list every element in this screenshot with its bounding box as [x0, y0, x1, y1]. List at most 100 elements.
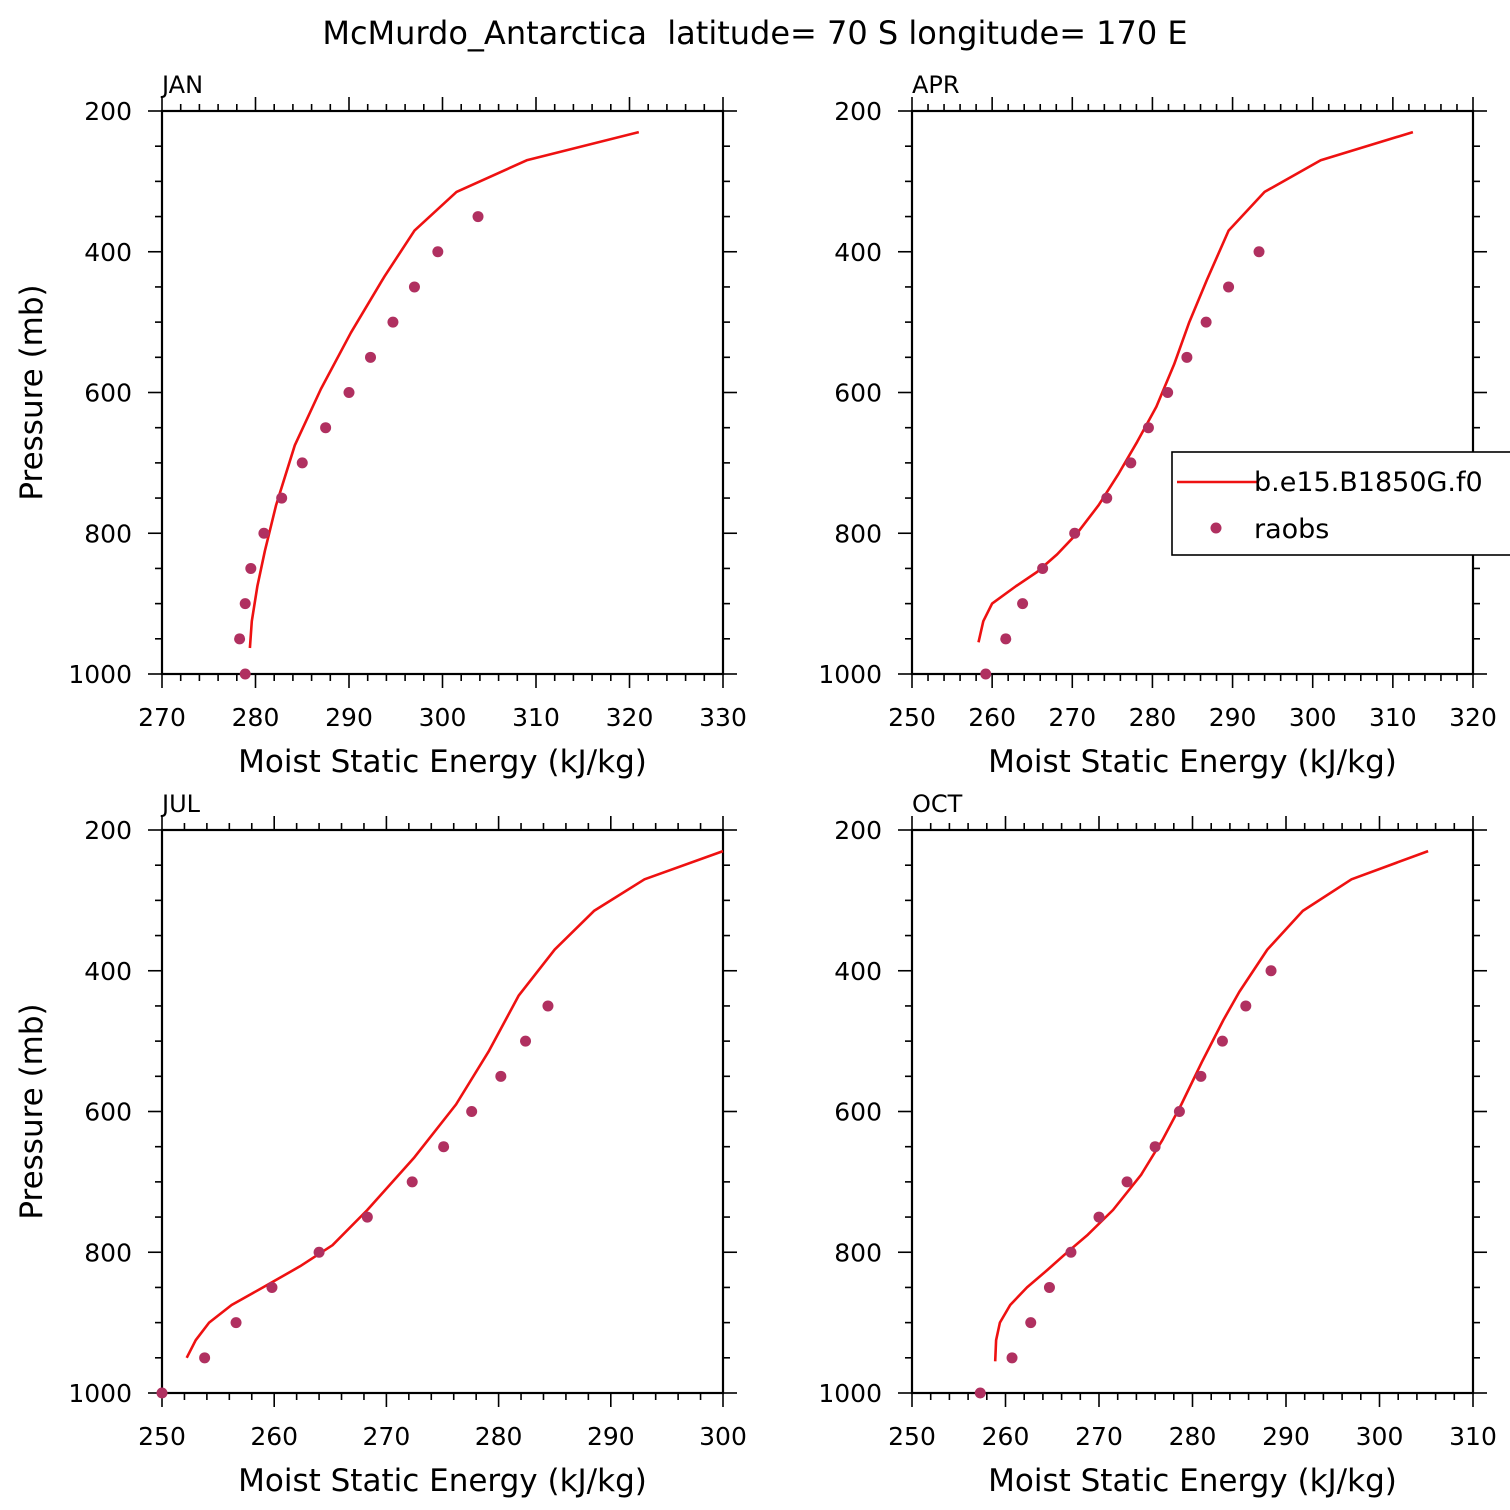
raobs-point	[1200, 316, 1212, 328]
legend-label-model: b.e15.B1850G.f0	[1254, 467, 1483, 498]
raobs-point	[361, 1211, 373, 1223]
x-axis-title: Moist Static Energy (kJ/kg)	[238, 1463, 647, 1499]
raobs-point	[1253, 246, 1265, 258]
raobs-point	[1025, 1317, 1037, 1329]
x-tick-label: 300	[419, 703, 467, 732]
raobs-point	[520, 1035, 532, 1047]
x-tick-label: 290	[1209, 703, 1257, 732]
y-tick-label: 200	[84, 97, 132, 126]
raobs-point	[1017, 598, 1029, 610]
y-tick-label: 200	[834, 816, 882, 845]
raobs-point	[156, 1387, 168, 1399]
x-tick-label: 270	[363, 1422, 411, 1451]
x-tick-label: 280	[1169, 1422, 1217, 1451]
plot-frame	[160, 828, 725, 1395]
raobs-point	[296, 457, 308, 469]
raobs-point	[199, 1352, 211, 1364]
raobs-point	[432, 246, 444, 258]
raobs-point	[1149, 1141, 1161, 1153]
x-tick-label: 290	[1262, 1422, 1310, 1451]
x-tick-label: 330	[699, 703, 747, 732]
raobs-point	[239, 598, 251, 610]
panel-apr: APR 250 260 270 280 290 300 310 320 200 400 600 800 1…	[818, 71, 1496, 780]
x-tick-label: 280	[475, 1422, 523, 1451]
x-tick-label: 250	[138, 1422, 186, 1451]
y-tick-label: 200	[834, 97, 882, 126]
x-tick-label: 320	[1449, 703, 1497, 732]
x-tick-label: 250	[888, 703, 936, 732]
model-series-line	[248, 130, 640, 649]
y-tick-label: 1000	[818, 660, 882, 689]
raobs-point	[1043, 1281, 1055, 1293]
raobs-point	[343, 387, 355, 398]
panel-label: APR	[912, 71, 960, 99]
raobs-point	[266, 1281, 278, 1293]
x-tick-label: 300	[1356, 1422, 1404, 1451]
model-series-line	[185, 849, 724, 1359]
raobs-point	[406, 1176, 418, 1188]
y-tick-label: 400	[834, 957, 882, 986]
panel-label: OCT	[912, 790, 963, 818]
x-tick-label: 290	[325, 703, 373, 732]
raobs-point	[408, 281, 420, 293]
x-tick-label: 280	[232, 703, 280, 732]
raobs-point	[320, 422, 332, 434]
x-tick-label: 270	[1048, 703, 1096, 732]
legend: b.e15.B1850G.f0 raobs	[1171, 451, 1510, 556]
x-tick-label: 310	[1369, 703, 1417, 732]
plot-frame	[910, 828, 1475, 1395]
y-tick-label: 800	[834, 1238, 882, 1267]
y-axis-title: Pressure (mb)	[14, 284, 50, 500]
x-tick-label: 320	[606, 703, 654, 732]
x-axis-title: Moist Static Energy (kJ/kg)	[988, 1463, 1397, 1499]
raobs-point	[1223, 281, 1235, 293]
x-tick-label: 250	[888, 1422, 936, 1451]
legend-label-raobs: raobs	[1254, 514, 1329, 545]
x-tick-label: 270	[138, 703, 186, 732]
panel-oct: OCT 250 260 270 280 290 300 310 200 400 600 800 1000…	[818, 790, 1496, 1499]
raobs-point	[1000, 633, 1012, 645]
y-tick-label: 800	[84, 519, 132, 548]
raobs-point	[239, 668, 251, 680]
raobs-point	[1181, 351, 1193, 363]
x-tick-label: 280	[1129, 703, 1177, 732]
legend-box	[1171, 451, 1510, 556]
raobs-point	[1216, 1035, 1228, 1047]
y-tick-label: 400	[84, 957, 132, 986]
raobs-point	[542, 1000, 554, 1012]
raobs-point	[1265, 965, 1277, 977]
raobs-point	[1037, 562, 1049, 574]
x-tick-label: 270	[1075, 1422, 1123, 1451]
raobs-point	[1125, 457, 1137, 469]
y-axis-title: Pressure (mb)	[14, 1003, 50, 1219]
panel-jul: JUL 250 260 270 280 290 300 200 400 600 800 1000 Moi…	[14, 790, 747, 1499]
raobs-point	[472, 211, 484, 223]
panel-label: JAN	[160, 71, 203, 99]
y-tick-label: 600	[834, 379, 882, 408]
panel-jan: JAN 270 280 290 300 310 320 330 200 400 600 800 1000…	[14, 71, 747, 780]
raobs-point	[1069, 527, 1081, 539]
legend-marker-swatch	[1210, 522, 1222, 534]
y-tick-label: 600	[84, 379, 132, 408]
y-tick-label: 1000	[68, 660, 132, 689]
panel-label: JUL	[160, 790, 201, 818]
raobs-point	[974, 1387, 986, 1399]
plot-frame	[160, 109, 725, 676]
y-tick-label: 1000	[818, 1379, 882, 1408]
x-tick-label: 300	[699, 1422, 747, 1451]
raobs-point	[1093, 1211, 1105, 1223]
plot-frame	[910, 109, 1475, 676]
raobs-point	[1101, 492, 1113, 504]
raobs-point	[1173, 1106, 1185, 1117]
x-axis-title: Moist Static Energy (kJ/kg)	[988, 744, 1397, 780]
y-tick-label: 800	[84, 1238, 132, 1267]
raobs-point	[230, 1317, 242, 1329]
raobs-point	[1142, 422, 1154, 434]
raobs-point	[234, 633, 246, 645]
y-tick-label: 200	[84, 816, 132, 845]
x-tick-label: 260	[982, 1422, 1030, 1451]
model-series-line	[993, 849, 1429, 1362]
model-series-line	[977, 130, 1414, 643]
y-tick-label: 600	[834, 1098, 882, 1127]
x-tick-label: 300	[1289, 703, 1337, 732]
